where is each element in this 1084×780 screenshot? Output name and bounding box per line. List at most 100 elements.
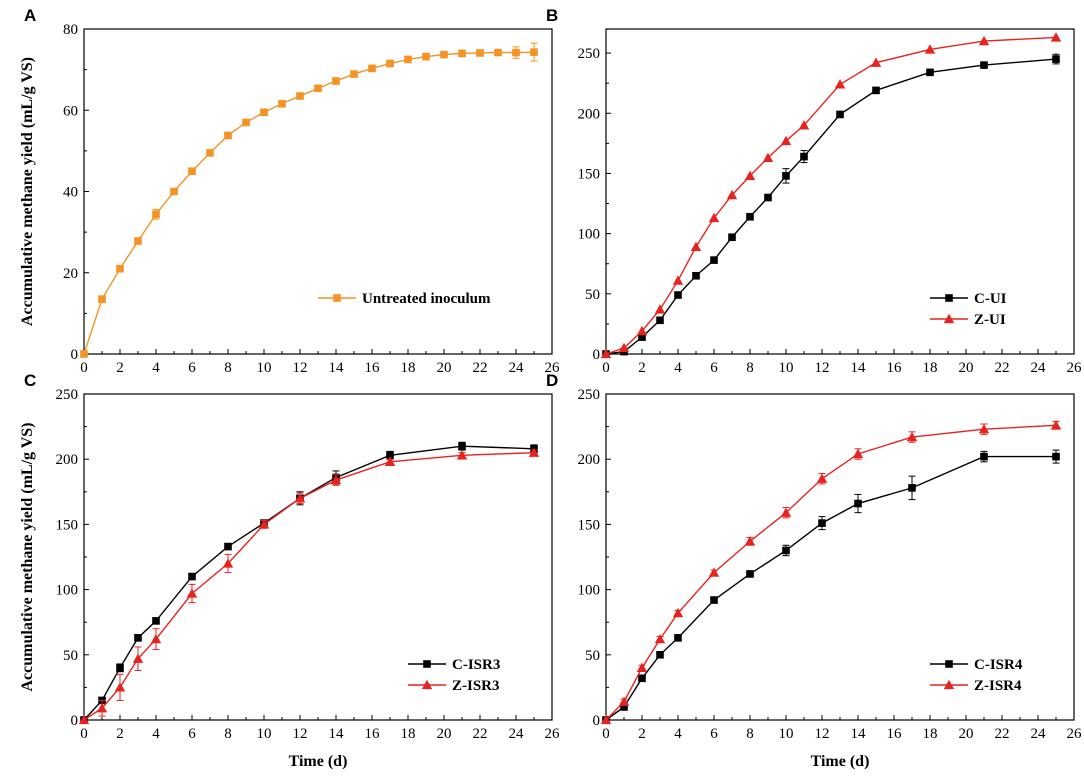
panel-b: B0 2 4 6 8 10 12 14 16 18 20 22 24 26050100150200250C… [546, 6, 1082, 376]
data-point [798, 120, 810, 130]
x-tick-label: 10 [779, 726, 794, 742]
data-point [744, 536, 756, 546]
x-axis-title: Time (d) [811, 753, 870, 770]
legend-marker [421, 679, 433, 690]
data-point [780, 507, 792, 517]
x-tick-label: 6 [710, 726, 718, 742]
data-point [690, 241, 702, 252]
series-line [83, 51, 535, 355]
panel-d: D0 2 4 6 8 10 12 14 16 18 20 22 24 26050100150200250T… [546, 371, 1082, 770]
data-point [636, 325, 648, 336]
data-point [170, 187, 178, 196]
y-tick-label: 50 [63, 648, 78, 664]
y-tick-label: 50 [585, 648, 600, 664]
data-point [152, 210, 160, 219]
data-point [224, 542, 232, 551]
data-point [386, 59, 394, 68]
data-point [654, 633, 666, 644]
x-tick-label: 16 [365, 726, 381, 742]
x-tick-label: 8 [746, 726, 754, 742]
x-tick-label: 14 [329, 726, 345, 742]
data-point [294, 493, 306, 503]
x-tick-label: 12 [815, 726, 830, 742]
panel-a: A0 2 4 6 8 10 12 14 16 18 20 22 24 26020406080Accumul… [19, 6, 560, 376]
data-point [638, 333, 646, 341]
x-tick-label: 20 [959, 360, 974, 376]
x-tick-label: 2 [116, 726, 124, 742]
series-c-isr4 [602, 449, 1060, 724]
x-tick-label: 20 [437, 360, 452, 376]
data-point [350, 70, 358, 78]
y-tick-label: 250 [578, 46, 601, 62]
x-tick-label: 18 [923, 726, 938, 742]
y-tick-label: 100 [578, 227, 601, 243]
x-tick-label: 20 [437, 726, 452, 742]
data-point [672, 607, 684, 618]
data-point [386, 451, 394, 460]
legend-marker [945, 660, 953, 668]
x-tick-label: 2 [116, 360, 124, 376]
series-line [605, 58, 1057, 355]
x-tick-label: 20 [959, 726, 974, 742]
x-tick-label: 6 [710, 360, 718, 376]
panel-letter: B [546, 6, 558, 25]
data-point [762, 152, 774, 162]
data-point [708, 212, 720, 223]
x-tick-label: 16 [887, 360, 903, 376]
x-tick-label: 0 [80, 726, 88, 742]
legend-marker [943, 313, 955, 324]
data-point [330, 474, 342, 485]
series-z-ui [600, 32, 1062, 359]
data-point [314, 84, 322, 93]
data-point [782, 172, 790, 180]
y-tick-label: 50 [585, 287, 600, 303]
data-point [1052, 55, 1060, 63]
data-point [800, 152, 808, 161]
data-point [222, 558, 234, 568]
data-point [116, 264, 124, 273]
data-point [710, 596, 718, 604]
data-point [656, 651, 664, 659]
data-point [188, 167, 196, 175]
data-point [906, 431, 918, 442]
data-point [98, 295, 106, 303]
x-tick-label: 10 [779, 360, 794, 376]
data-point [816, 473, 828, 483]
panel-letter: A [24, 6, 36, 25]
data-point [870, 57, 882, 67]
data-point [980, 61, 988, 69]
y-tick-label: 60 [63, 103, 78, 119]
y-tick-label: 40 [63, 185, 78, 201]
data-point [674, 634, 682, 642]
data-point [188, 572, 196, 581]
data-point [476, 49, 484, 57]
data-point [834, 79, 846, 89]
x-tick-label: 4 [674, 360, 682, 376]
x-tick-label: 24 [1031, 726, 1047, 742]
y-tick-label: 80 [63, 22, 78, 38]
x-tick-label: 18 [923, 360, 938, 376]
data-point [206, 149, 214, 157]
x-tick-label: 4 [674, 726, 682, 742]
x-tick-label: 8 [224, 726, 232, 742]
x-tick-label: 10 [257, 360, 272, 376]
data-point [96, 703, 108, 713]
x-tick-label: 14 [329, 360, 345, 376]
series-z-isr4 [600, 420, 1062, 725]
x-tick-label: 6 [188, 726, 196, 742]
data-point [710, 256, 718, 264]
data-point [600, 714, 612, 725]
data-point [746, 570, 754, 578]
x-tick-label: 2 [638, 360, 646, 376]
data-point [1050, 32, 1062, 42]
data-point [260, 108, 268, 117]
panel-letter: C [24, 371, 36, 390]
data-point [600, 348, 612, 359]
data-point [656, 316, 664, 325]
data-point [620, 703, 628, 711]
legend-marker [333, 294, 341, 302]
data-point [278, 99, 286, 108]
data-point [618, 696, 630, 706]
data-point [132, 653, 144, 663]
